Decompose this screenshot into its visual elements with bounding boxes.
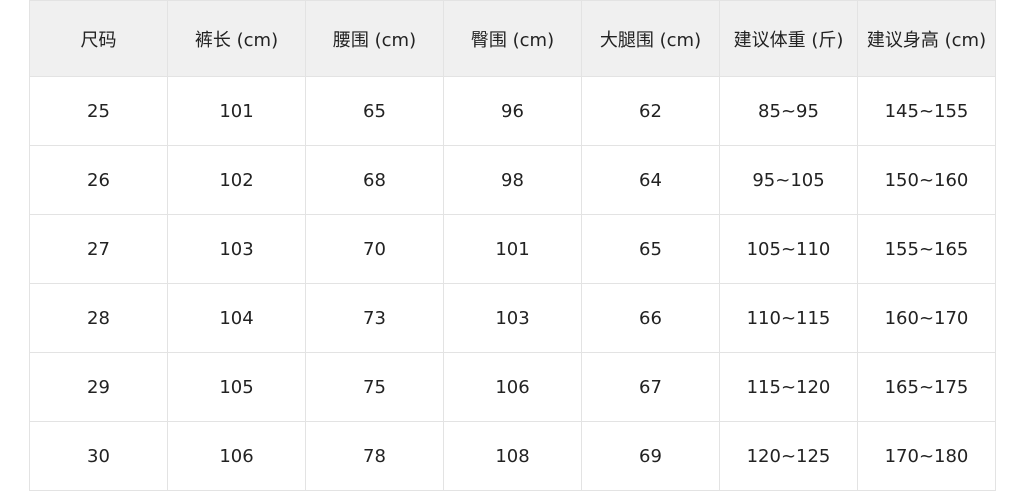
table-row: 26 102 68 98 64 95~105 150~160 xyxy=(29,145,996,215)
size-chart-table: 尺码 裤长 (cm) 腰围 (cm) 臀围 (cm) 大腿围 (cm) 建议体重… xyxy=(29,0,996,491)
cell-weight: 95~105 xyxy=(719,145,858,215)
cell-length: 101 xyxy=(167,76,306,146)
header-length: 裤长 (cm) xyxy=(167,0,306,77)
header-thigh: 大腿围 (cm) xyxy=(581,0,720,77)
cell-height: 145~155 xyxy=(857,76,996,146)
table-row: 27 103 70 101 65 105~110 155~165 xyxy=(29,214,996,284)
cell-hip: 106 xyxy=(443,352,582,422)
cell-waist: 65 xyxy=(305,76,444,146)
cell-weight: 85~95 xyxy=(719,76,858,146)
cell-size: 26 xyxy=(29,145,168,215)
cell-height: 155~165 xyxy=(857,214,996,284)
cell-height: 160~170 xyxy=(857,283,996,353)
cell-weight: 105~110 xyxy=(719,214,858,284)
table-row: 29 105 75 106 67 115~120 165~175 xyxy=(29,352,996,422)
cell-weight: 115~120 xyxy=(719,352,858,422)
cell-thigh: 67 xyxy=(581,352,720,422)
cell-hip: 96 xyxy=(443,76,582,146)
cell-hip: 101 xyxy=(443,214,582,284)
cell-size: 30 xyxy=(29,421,168,491)
cell-hip: 108 xyxy=(443,421,582,491)
header-weight: 建议体重 (斤) xyxy=(719,0,858,77)
cell-length: 105 xyxy=(167,352,306,422)
cell-size: 28 xyxy=(29,283,168,353)
cell-thigh: 62 xyxy=(581,76,720,146)
cell-waist: 68 xyxy=(305,145,444,215)
cell-height: 150~160 xyxy=(857,145,996,215)
cell-weight: 120~125 xyxy=(719,421,858,491)
cell-size: 29 xyxy=(29,352,168,422)
cell-thigh: 65 xyxy=(581,214,720,284)
header-row: 尺码 裤长 (cm) 腰围 (cm) 臀围 (cm) 大腿围 (cm) 建议体重… xyxy=(29,0,996,77)
cell-waist: 75 xyxy=(305,352,444,422)
cell-length: 103 xyxy=(167,214,306,284)
cell-hip: 103 xyxy=(443,283,582,353)
cell-size: 27 xyxy=(29,214,168,284)
cell-thigh: 64 xyxy=(581,145,720,215)
table-row: 25 101 65 96 62 85~95 145~155 xyxy=(29,76,996,146)
cell-thigh: 66 xyxy=(581,283,720,353)
cell-thigh: 69 xyxy=(581,421,720,491)
header-size: 尺码 xyxy=(29,0,168,77)
cell-waist: 73 xyxy=(305,283,444,353)
cell-length: 106 xyxy=(167,421,306,491)
cell-length: 102 xyxy=(167,145,306,215)
cell-weight: 110~115 xyxy=(719,283,858,353)
table-row: 28 104 73 103 66 110~115 160~170 xyxy=(29,283,996,353)
cell-height: 170~180 xyxy=(857,421,996,491)
cell-length: 104 xyxy=(167,283,306,353)
cell-height: 165~175 xyxy=(857,352,996,422)
table-row: 30 106 78 108 69 120~125 170~180 xyxy=(29,421,996,491)
cell-size: 25 xyxy=(29,76,168,146)
cell-waist: 70 xyxy=(305,214,444,284)
header-hip: 臀围 (cm) xyxy=(443,0,582,77)
header-height: 建议身高 (cm) xyxy=(857,0,996,77)
cell-waist: 78 xyxy=(305,421,444,491)
header-waist: 腰围 (cm) xyxy=(305,0,444,77)
cell-hip: 98 xyxy=(443,145,582,215)
